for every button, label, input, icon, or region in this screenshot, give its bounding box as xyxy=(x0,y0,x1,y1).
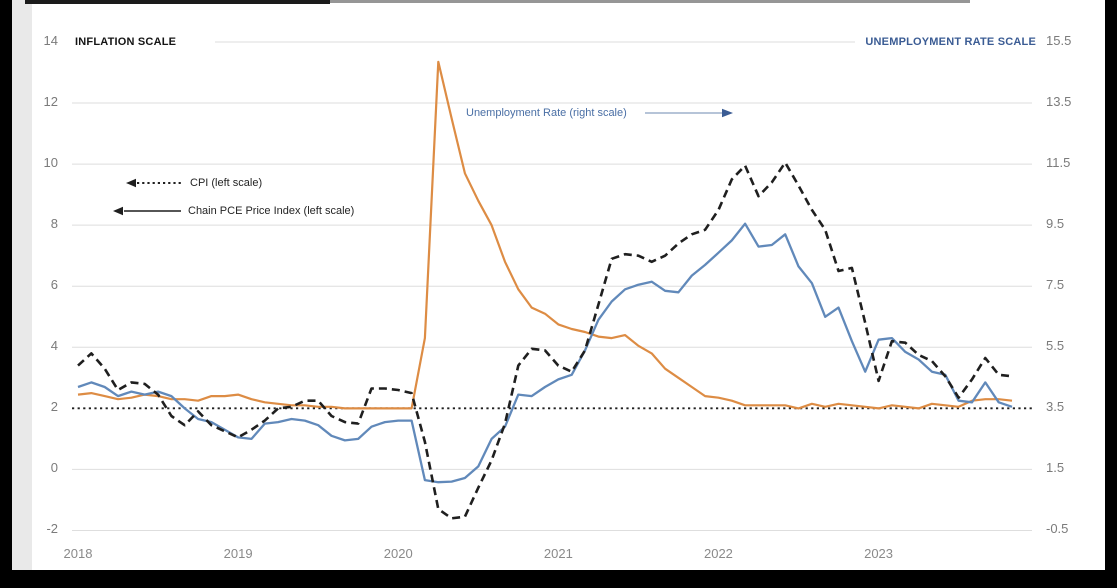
pce-legend-arrow-icon xyxy=(113,206,181,216)
y-axis-right-tick-label: 5.5 xyxy=(1046,338,1065,354)
y-axis-right-tick-label: 3.5 xyxy=(1046,399,1065,415)
y-axis-left-tick-label: 6 xyxy=(50,277,58,293)
cpi-legend-label: CPI (left scale) xyxy=(190,177,263,189)
y-axis-left-tick-label: 2 xyxy=(50,399,58,415)
y-axis-right-tick-label: 15.5 xyxy=(1046,33,1072,48)
x-axis-year-label: 2023 xyxy=(864,546,894,561)
y-axis-left-tick-label: 4 xyxy=(50,338,58,354)
x-axis-year-label: 2018 xyxy=(63,546,93,561)
y-axis-left-tick-label: -2 xyxy=(46,521,58,537)
chart-panel xyxy=(12,0,1105,570)
y-axis-left-tick-label: 0 xyxy=(50,460,58,476)
series-line-cpi xyxy=(77,161,1013,520)
y-axis-right-tick-label: 7.5 xyxy=(1046,277,1065,293)
left-axis-title: INFLATION SCALE xyxy=(75,36,177,48)
series-line-chain-pce-price-index xyxy=(77,222,1013,484)
y-axis-left-tick-label: 14 xyxy=(43,33,58,48)
unemployment-legend-arrow-icon xyxy=(645,108,733,118)
y-axis-right-tick-label: 11.5 xyxy=(1046,155,1071,171)
x-axis-year-label: 2021 xyxy=(543,546,573,561)
x-axis-year-label: 2019 xyxy=(223,546,253,561)
right-axis-title: UNEMPLOYMENT RATE SCALE xyxy=(865,36,1036,48)
y-axis-right-tick-label: 9.5 xyxy=(1046,216,1065,232)
y-axis-right-tick-label: 1.5 xyxy=(1046,460,1065,476)
y-axis-left-tick-label: 10 xyxy=(43,155,58,171)
x-axis-year-label: 2022 xyxy=(703,546,733,561)
data-series xyxy=(77,60,1013,520)
cropped-title-bar-gray xyxy=(330,0,970,3)
left-gray-strip xyxy=(12,0,32,570)
cropped-title-bar-dark xyxy=(25,0,330,4)
series-line-unemployment-rate xyxy=(77,60,1013,410)
unemployment-legend-label: Unemployment Rate (right scale) xyxy=(466,107,627,119)
x-axis-year-label: 2020 xyxy=(383,546,413,561)
y-axis-right-tick-label: 13.5 xyxy=(1046,94,1072,110)
y-axis-left-tick-label: 12 xyxy=(43,94,58,110)
cpi-legend-arrow-icon xyxy=(126,178,181,188)
y-axis-left-tick-label: 8 xyxy=(50,216,58,232)
pce-legend-label: Chain PCE Price Index (left scale) xyxy=(188,205,355,217)
y-axis-right-tick-label: -0.5 xyxy=(1046,521,1069,537)
